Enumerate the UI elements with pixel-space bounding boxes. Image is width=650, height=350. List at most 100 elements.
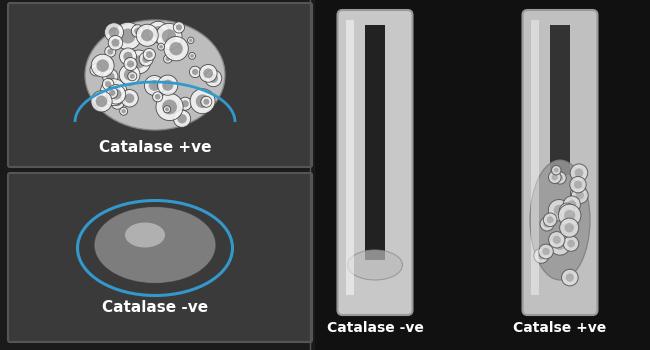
Circle shape bbox=[159, 45, 163, 49]
Circle shape bbox=[554, 172, 566, 184]
Circle shape bbox=[152, 81, 162, 90]
Circle shape bbox=[121, 90, 138, 107]
Circle shape bbox=[120, 28, 135, 43]
Ellipse shape bbox=[95, 208, 215, 282]
Circle shape bbox=[148, 21, 169, 43]
Circle shape bbox=[558, 204, 581, 227]
Circle shape bbox=[106, 72, 114, 81]
Text: Catalase -ve: Catalase -ve bbox=[326, 321, 423, 335]
Circle shape bbox=[174, 110, 190, 127]
Circle shape bbox=[564, 223, 574, 232]
Circle shape bbox=[566, 273, 574, 282]
Circle shape bbox=[163, 106, 170, 113]
Circle shape bbox=[141, 29, 153, 41]
Circle shape bbox=[106, 85, 125, 104]
Circle shape bbox=[563, 207, 571, 215]
Circle shape bbox=[564, 236, 578, 251]
Circle shape bbox=[107, 87, 118, 98]
Circle shape bbox=[179, 97, 192, 110]
Circle shape bbox=[127, 50, 151, 74]
Circle shape bbox=[166, 30, 170, 34]
Circle shape bbox=[562, 269, 578, 286]
Circle shape bbox=[567, 200, 576, 209]
Circle shape bbox=[560, 218, 578, 237]
Circle shape bbox=[130, 74, 135, 79]
Circle shape bbox=[112, 39, 120, 47]
FancyBboxPatch shape bbox=[8, 173, 312, 342]
Circle shape bbox=[190, 54, 194, 58]
Circle shape bbox=[120, 48, 136, 65]
Circle shape bbox=[552, 174, 558, 180]
Circle shape bbox=[162, 29, 176, 43]
Circle shape bbox=[564, 210, 575, 221]
Circle shape bbox=[177, 114, 187, 124]
Bar bbox=[315, 0, 650, 350]
Ellipse shape bbox=[85, 20, 225, 130]
FancyBboxPatch shape bbox=[523, 10, 597, 315]
Circle shape bbox=[100, 79, 127, 105]
Circle shape bbox=[143, 48, 155, 61]
Bar bbox=[550, 25, 570, 175]
Circle shape bbox=[132, 55, 145, 69]
Circle shape bbox=[165, 29, 171, 35]
Circle shape bbox=[162, 79, 174, 91]
Ellipse shape bbox=[530, 160, 590, 280]
Circle shape bbox=[105, 46, 116, 57]
Circle shape bbox=[538, 252, 545, 260]
Circle shape bbox=[570, 176, 586, 193]
Circle shape bbox=[170, 42, 183, 55]
Circle shape bbox=[174, 22, 185, 33]
Circle shape bbox=[557, 175, 563, 181]
Circle shape bbox=[107, 88, 120, 101]
Circle shape bbox=[111, 91, 118, 98]
Circle shape bbox=[192, 69, 198, 75]
Circle shape bbox=[103, 69, 118, 84]
Circle shape bbox=[90, 64, 102, 76]
Circle shape bbox=[134, 28, 141, 35]
Circle shape bbox=[549, 232, 565, 248]
Circle shape bbox=[564, 196, 580, 213]
Circle shape bbox=[209, 74, 218, 83]
Circle shape bbox=[539, 244, 553, 259]
Text: Catalase -ve: Catalase -ve bbox=[102, 301, 208, 315]
Circle shape bbox=[105, 23, 124, 42]
Circle shape bbox=[176, 25, 182, 30]
Ellipse shape bbox=[348, 250, 402, 280]
Circle shape bbox=[166, 57, 170, 61]
Circle shape bbox=[156, 93, 183, 121]
Bar bbox=[530, 20, 538, 295]
Circle shape bbox=[164, 36, 188, 61]
Ellipse shape bbox=[125, 223, 165, 247]
Circle shape bbox=[552, 236, 561, 244]
Circle shape bbox=[571, 187, 588, 204]
Circle shape bbox=[540, 217, 554, 231]
Circle shape bbox=[201, 96, 212, 107]
Circle shape bbox=[155, 94, 161, 99]
Circle shape bbox=[125, 93, 135, 103]
Circle shape bbox=[158, 75, 178, 95]
Circle shape bbox=[149, 80, 160, 91]
Circle shape bbox=[551, 166, 561, 175]
Circle shape bbox=[128, 72, 136, 81]
Circle shape bbox=[559, 203, 575, 218]
Circle shape bbox=[549, 199, 569, 221]
Circle shape bbox=[189, 66, 201, 78]
Circle shape bbox=[124, 57, 137, 70]
Circle shape bbox=[111, 96, 124, 109]
Circle shape bbox=[575, 168, 584, 177]
Circle shape bbox=[165, 107, 169, 111]
Circle shape bbox=[120, 107, 127, 115]
Circle shape bbox=[547, 216, 554, 223]
Circle shape bbox=[152, 26, 164, 38]
Circle shape bbox=[188, 52, 196, 59]
Circle shape bbox=[196, 94, 209, 108]
Bar bbox=[346, 20, 354, 295]
Circle shape bbox=[188, 37, 194, 43]
Circle shape bbox=[96, 96, 107, 107]
Circle shape bbox=[131, 25, 144, 37]
Circle shape bbox=[144, 76, 164, 96]
Circle shape bbox=[127, 61, 134, 68]
Circle shape bbox=[549, 171, 561, 183]
Circle shape bbox=[576, 191, 584, 200]
Circle shape bbox=[200, 64, 217, 82]
